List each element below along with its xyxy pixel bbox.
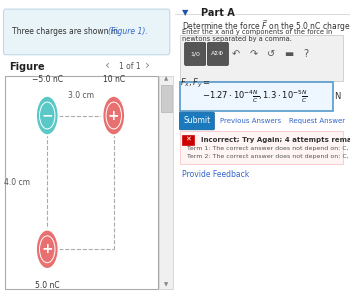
Text: Three charges are shown in: Three charges are shown in bbox=[12, 27, 121, 36]
Text: Term 1: The correct answer does not depend on: C, N.: Term 1: The correct answer does not depe… bbox=[187, 146, 350, 151]
FancyBboxPatch shape bbox=[185, 43, 206, 65]
Text: Enter the x and y components of the force in newtons separated by a comma.: Enter the x and y components of the forc… bbox=[182, 29, 332, 42]
Text: (Figure 1).: (Figure 1). bbox=[108, 27, 147, 36]
Text: Request Answer: Request Answer bbox=[289, 118, 345, 124]
FancyBboxPatch shape bbox=[4, 9, 170, 55]
Text: ▼: ▼ bbox=[164, 283, 168, 288]
Circle shape bbox=[36, 96, 59, 135]
Text: ΑΣΦ: ΑΣΦ bbox=[211, 51, 224, 56]
Text: ↷: ↷ bbox=[250, 49, 258, 59]
Text: Previous Answers: Previous Answers bbox=[220, 118, 282, 124]
Text: −: − bbox=[41, 109, 53, 123]
Text: 3.0 cm: 3.0 cm bbox=[68, 91, 93, 100]
Text: ↺: ↺ bbox=[267, 49, 275, 59]
Text: $F_x, F_y =$: $F_x, F_y =$ bbox=[180, 77, 211, 90]
Text: ?: ? bbox=[304, 49, 309, 59]
FancyBboxPatch shape bbox=[5, 76, 158, 289]
Text: ↶: ↶ bbox=[232, 49, 240, 59]
Text: 4.0 cm: 4.0 cm bbox=[5, 178, 30, 187]
Text: 1 of 1: 1 of 1 bbox=[119, 62, 141, 71]
Text: Incorrect; Try Again; 4 attempts remaining: Incorrect; Try Again; 4 attempts remaini… bbox=[201, 137, 350, 143]
Circle shape bbox=[102, 96, 125, 135]
Text: N: N bbox=[335, 92, 341, 101]
Text: 10 nC: 10 nC bbox=[103, 74, 125, 84]
Text: 5.0 nC: 5.0 nC bbox=[35, 281, 60, 290]
FancyBboxPatch shape bbox=[179, 112, 214, 130]
Text: +: + bbox=[41, 242, 53, 256]
Text: $-1.27 \cdot 10^{-4}\frac{N}{C},1.3 \cdot 10^{-5}\frac{N}{C}$: $-1.27 \cdot 10^{-4}\frac{N}{C},1.3 \cdo… bbox=[202, 88, 308, 105]
Text: Determine the force $\vec{F}$ on the 5.0 nC charge.: Determine the force $\vec{F}$ on the 5.0… bbox=[182, 18, 350, 34]
FancyBboxPatch shape bbox=[180, 35, 343, 81]
Text: −5.0 nC: −5.0 nC bbox=[32, 74, 63, 84]
FancyBboxPatch shape bbox=[180, 131, 343, 164]
Text: ▲: ▲ bbox=[164, 77, 168, 81]
Circle shape bbox=[36, 230, 59, 269]
Text: Part A: Part A bbox=[201, 8, 235, 18]
Text: 1/0: 1/0 bbox=[190, 51, 200, 56]
FancyBboxPatch shape bbox=[182, 135, 194, 145]
FancyBboxPatch shape bbox=[159, 76, 173, 289]
Text: Provide Feedback: Provide Feedback bbox=[182, 170, 249, 179]
Text: ‹: ‹ bbox=[105, 59, 110, 72]
Text: ▬: ▬ bbox=[284, 49, 293, 59]
Text: ›: › bbox=[145, 59, 150, 72]
Text: Figure: Figure bbox=[9, 62, 44, 72]
Text: ▼: ▼ bbox=[182, 8, 189, 17]
FancyBboxPatch shape bbox=[180, 82, 332, 111]
FancyBboxPatch shape bbox=[207, 43, 228, 65]
Text: +: + bbox=[108, 109, 120, 123]
Text: Term 2: The correct answer does not depend on: C, N.: Term 2: The correct answer does not depe… bbox=[187, 154, 350, 159]
Text: ✕: ✕ bbox=[185, 137, 191, 143]
FancyBboxPatch shape bbox=[161, 85, 172, 112]
Text: Submit: Submit bbox=[183, 116, 210, 126]
